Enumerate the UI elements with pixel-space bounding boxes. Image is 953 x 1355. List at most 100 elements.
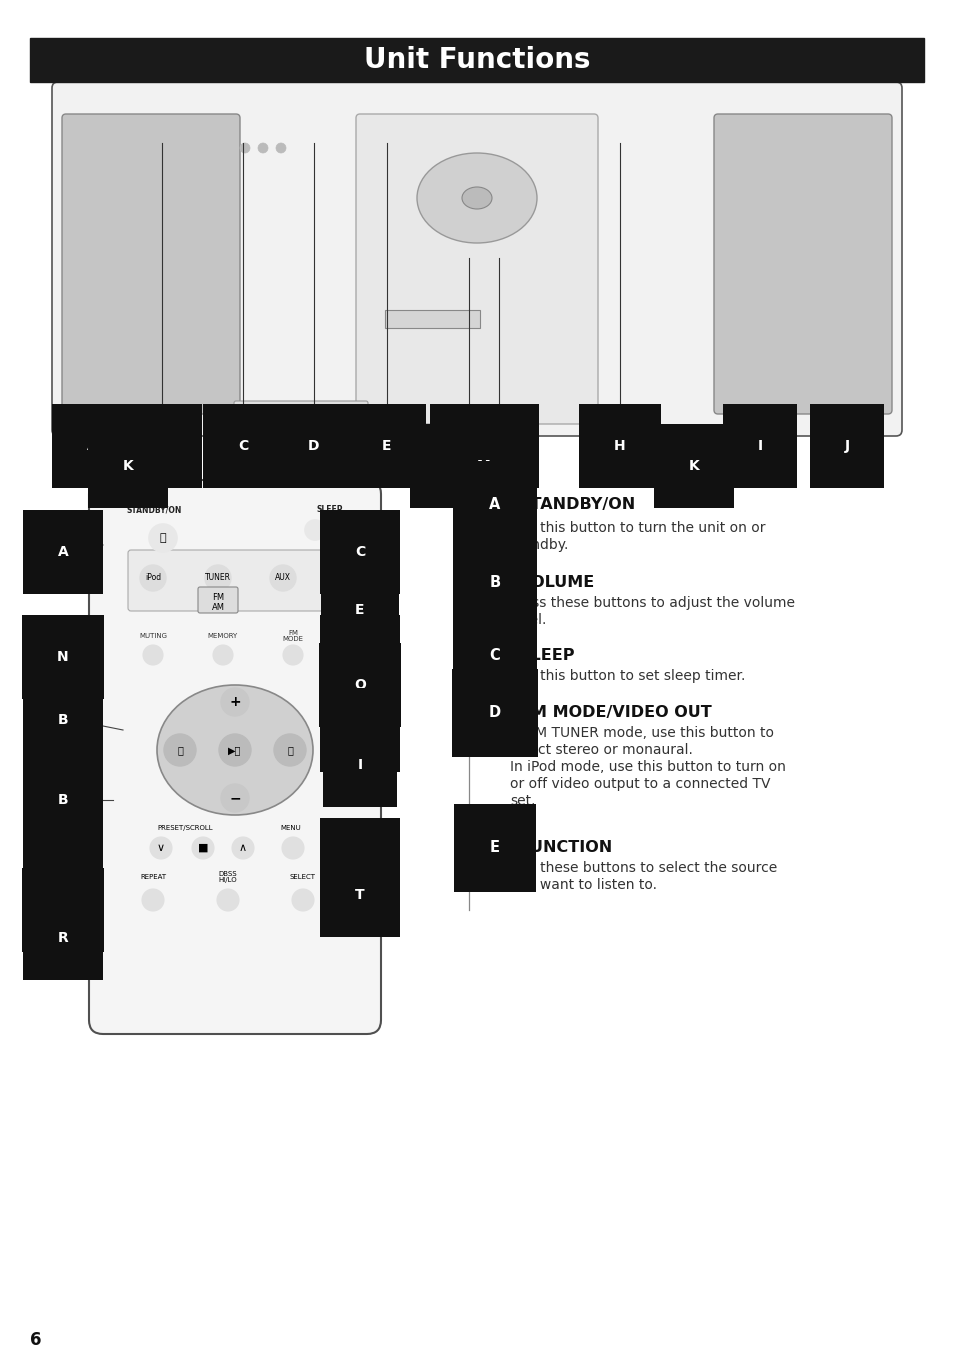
Circle shape: [232, 837, 253, 859]
Text: O: O: [354, 678, 366, 692]
Text: Unit Functions: Unit Functions: [363, 46, 590, 75]
FancyBboxPatch shape: [62, 114, 240, 415]
Circle shape: [283, 645, 303, 665]
Text: STANDBY/ON: STANDBY/ON: [127, 505, 182, 515]
Circle shape: [274, 734, 306, 766]
Text: D: D: [354, 650, 365, 664]
FancyBboxPatch shape: [713, 114, 891, 415]
Text: B: B: [156, 439, 167, 453]
Circle shape: [270, 565, 295, 591]
Ellipse shape: [461, 187, 492, 209]
Text: E: E: [490, 840, 499, 855]
Text: MENU: MENU: [280, 825, 301, 831]
Text: STANDBY/ON: STANDBY/ON: [519, 497, 636, 512]
Text: S: S: [355, 854, 365, 867]
Ellipse shape: [157, 686, 313, 814]
Text: FUNCTION: FUNCTION: [519, 840, 613, 855]
Text: or off video output to a connected TV: or off video output to a connected TV: [510, 776, 770, 791]
Circle shape: [216, 889, 239, 911]
Text: select stereo or monaural.: select stereo or monaural.: [510, 743, 692, 757]
Circle shape: [305, 520, 325, 541]
Text: ∧: ∧: [238, 843, 247, 854]
Text: G: G: [493, 439, 504, 453]
Text: A: A: [489, 497, 500, 512]
Text: standby.: standby.: [510, 538, 568, 551]
Circle shape: [221, 688, 249, 715]
Text: C: C: [489, 649, 500, 664]
Text: L: L: [444, 459, 453, 473]
Text: K: K: [688, 459, 699, 473]
Text: B: B: [57, 793, 69, 808]
Text: G: G: [354, 724, 365, 737]
Text: AM: AM: [212, 603, 224, 612]
Circle shape: [282, 837, 304, 859]
Text: P: P: [58, 875, 68, 889]
Text: ∨: ∨: [157, 843, 165, 854]
Text: ⏻: ⏻: [159, 533, 166, 543]
Text: PRESET/SCROLL: PRESET/SCROLL: [157, 825, 213, 831]
Circle shape: [275, 144, 286, 153]
Text: REPEAT: REPEAT: [140, 874, 166, 879]
Text: K: K: [123, 459, 133, 473]
FancyBboxPatch shape: [89, 480, 380, 1034]
Text: ▶⏯: ▶⏯: [228, 745, 241, 755]
Text: DBSS
HI/LO: DBSS HI/LO: [218, 871, 237, 883]
Text: A: A: [87, 439, 97, 453]
Text: Press these buttons to adjust the volume: Press these buttons to adjust the volume: [510, 596, 794, 610]
Text: E: E: [355, 603, 364, 617]
Text: −: −: [229, 791, 240, 805]
Circle shape: [150, 837, 172, 859]
Text: ⏭: ⏭: [287, 745, 293, 755]
Circle shape: [192, 837, 213, 859]
Text: you want to listen to.: you want to listen to.: [510, 878, 657, 892]
Text: B: B: [489, 576, 500, 591]
Text: A: A: [57, 545, 69, 560]
Circle shape: [292, 889, 314, 911]
Circle shape: [164, 734, 195, 766]
FancyBboxPatch shape: [128, 550, 335, 611]
Circle shape: [257, 144, 268, 153]
Circle shape: [240, 144, 250, 153]
Text: TUNER: TUNER: [205, 573, 231, 583]
Circle shape: [149, 524, 177, 551]
Circle shape: [213, 645, 233, 665]
Text: Q: Q: [57, 902, 69, 917]
Text: 6: 6: [30, 1331, 42, 1350]
Text: ■: ■: [197, 843, 208, 854]
Circle shape: [140, 565, 166, 591]
Circle shape: [205, 565, 231, 591]
Text: Use this button to turn the unit on or: Use this button to turn the unit on or: [510, 522, 764, 535]
Text: F: F: [464, 439, 474, 453]
Text: SLEEP: SLEEP: [519, 649, 575, 664]
Text: FM
MODE: FM MODE: [282, 630, 303, 642]
Text: FM: FM: [212, 593, 224, 603]
Text: C: C: [237, 439, 248, 453]
Text: H: H: [614, 439, 625, 453]
Bar: [30, 38, 923, 83]
Text: E: E: [382, 439, 392, 453]
Text: In iPod mode, use this button to turn on: In iPod mode, use this button to turn on: [510, 760, 785, 774]
Text: C: C: [355, 545, 365, 560]
Bar: [385, 310, 479, 328]
Text: set.: set.: [510, 794, 535, 808]
Text: SLEEP: SLEEP: [316, 505, 343, 515]
Circle shape: [142, 889, 164, 911]
Circle shape: [143, 645, 163, 665]
Text: In FM TUNER mode, use this button to: In FM TUNER mode, use this button to: [510, 726, 773, 740]
Text: Use this button to set sleep timer.: Use this button to set sleep timer.: [510, 669, 744, 683]
Ellipse shape: [416, 153, 537, 243]
Text: level.: level.: [510, 612, 547, 627]
Text: B: B: [57, 713, 69, 728]
Text: iPod: iPod: [145, 573, 161, 583]
FancyBboxPatch shape: [198, 587, 237, 612]
Text: AUX: AUX: [274, 573, 291, 583]
Circle shape: [219, 734, 251, 766]
Text: +: +: [229, 695, 240, 709]
Text: I: I: [757, 439, 761, 453]
FancyBboxPatch shape: [355, 114, 598, 424]
Text: D: D: [308, 439, 319, 453]
Text: VOLUME: VOLUME: [519, 576, 595, 591]
Text: R: R: [57, 931, 69, 944]
Text: FM MODE/VIDEO OUT: FM MODE/VIDEO OUT: [519, 706, 711, 721]
Text: MEMORY: MEMORY: [208, 633, 238, 640]
